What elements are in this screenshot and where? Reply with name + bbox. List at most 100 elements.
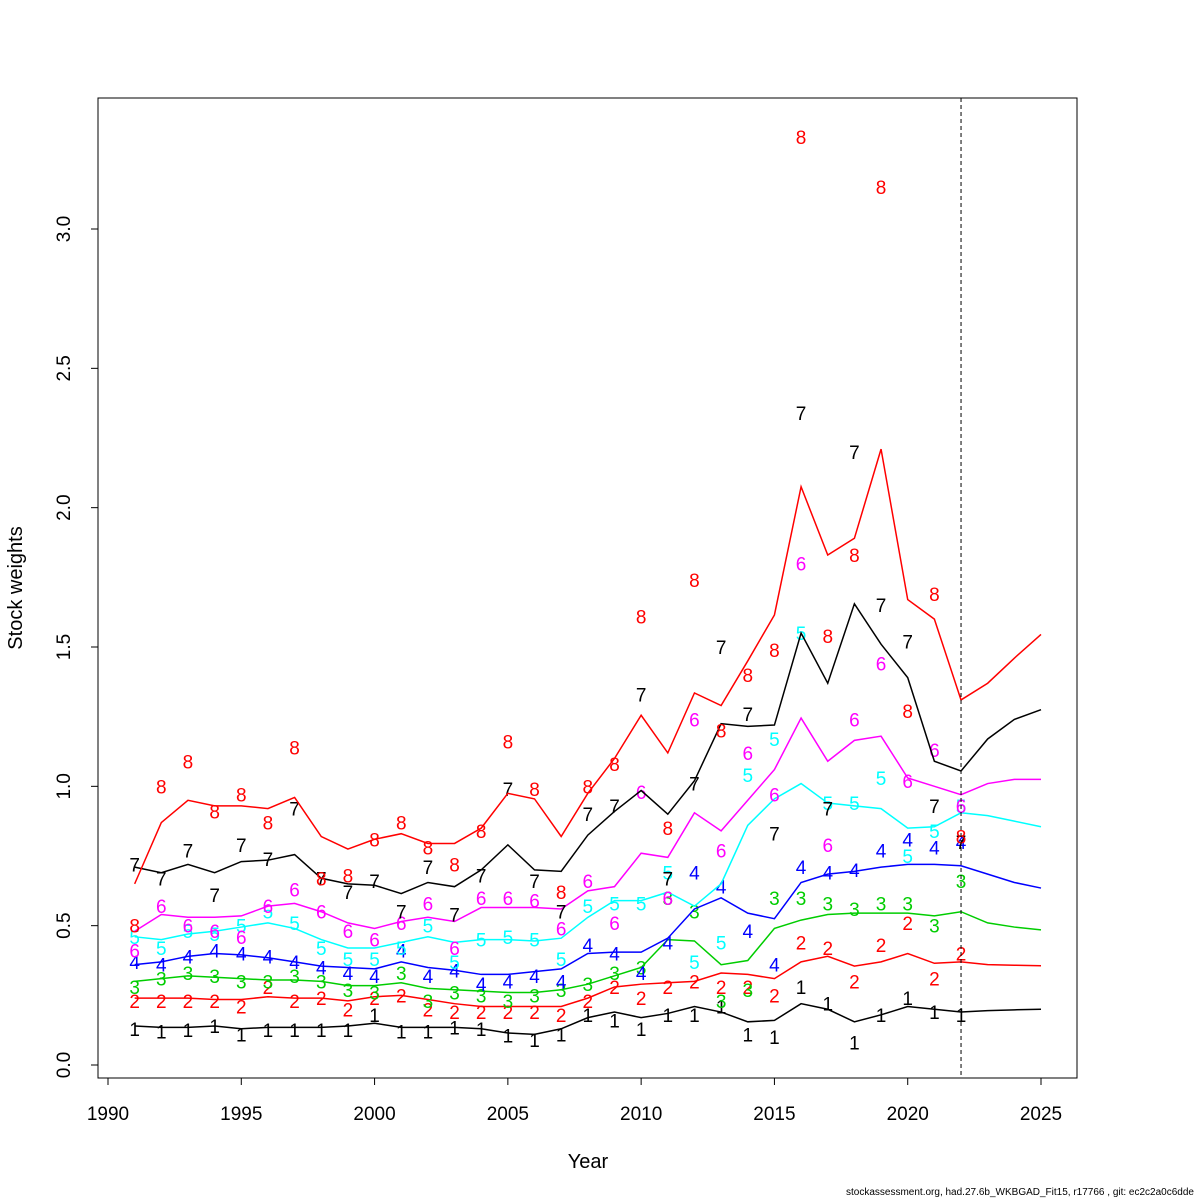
age-7-observation: 7 (663, 869, 674, 890)
age-5-observation: 5 (449, 953, 460, 974)
age-4-observation: 4 (609, 945, 620, 966)
age-7-observation: 7 (742, 705, 753, 726)
age-7-observation: 7 (556, 903, 567, 924)
age-8-observation: 8 (529, 780, 540, 801)
age-8-observation: 8 (716, 722, 727, 743)
age-6-observation: 6 (716, 841, 727, 862)
age-1-observation: 1 (449, 1018, 460, 1039)
age-2-observation: 2 (689, 972, 700, 993)
age-1-observation: 1 (663, 1006, 674, 1027)
age-6-observation: 6 (742, 744, 753, 765)
age-1-observation: 1 (183, 1021, 194, 1042)
age-1-observation: 1 (822, 995, 833, 1016)
age-8-observation: 8 (636, 607, 647, 628)
age-8-observation: 8 (156, 777, 167, 798)
age-3-observation: 3 (129, 978, 140, 999)
age-1-observation: 1 (423, 1023, 434, 1044)
age-7-observation: 7 (369, 872, 380, 893)
age-5-observation: 5 (902, 847, 913, 868)
age-5-observation: 5 (609, 894, 620, 915)
age-2-observation: 2 (289, 992, 300, 1013)
x-tick-label: 2025 (1020, 1104, 1062, 1125)
age-7-observation: 7 (503, 780, 514, 801)
age-8-observation: 8 (742, 666, 753, 687)
age-2-observation: 2 (343, 1000, 354, 1021)
footer-text: stockassessment.org, had.27.6b_WKBGAD_Fi… (846, 1187, 1194, 1198)
y-tick-label: 0.0 (54, 1052, 75, 1078)
age-4-observation: 4 (529, 967, 540, 988)
age-1-observation: 1 (129, 1020, 140, 1041)
age-5-observation: 5 (583, 897, 594, 918)
age-1-observation: 1 (556, 1025, 567, 1046)
age-8-observation: 8 (849, 546, 860, 567)
plot-frame (97, 97, 1078, 1079)
age-1-observation: 1 (796, 978, 807, 999)
age-6-observation: 6 (929, 741, 940, 762)
age-1-observation: 1 (929, 1003, 940, 1024)
age-7-observation: 7 (209, 886, 220, 907)
age-4-observation: 4 (236, 945, 247, 966)
age-8-observation: 8 (956, 827, 967, 848)
age-1-observation: 1 (156, 1023, 167, 1044)
age-2-observation: 2 (183, 992, 194, 1013)
age-2-observation: 2 (316, 989, 327, 1010)
age-2-observation: 2 (556, 1006, 567, 1027)
age-4-observation: 4 (769, 956, 780, 977)
age-5-observation: 5 (849, 794, 860, 815)
age-6-observation: 6 (689, 710, 700, 731)
age-6-observation: 6 (556, 919, 567, 940)
age-6-observation: 6 (396, 914, 407, 935)
age-8-fitted-line (133, 448, 1042, 885)
age-2-observation: 2 (503, 1003, 514, 1024)
age-2-observation: 2 (849, 972, 860, 993)
x-tick-label: 2010 (620, 1104, 662, 1125)
y-tick-label: 0.5 (54, 912, 75, 938)
age-3-observation: 3 (503, 992, 514, 1013)
age-1-observation: 1 (609, 1011, 620, 1032)
age-2-observation: 2 (236, 997, 247, 1018)
age-3-observation: 3 (796, 889, 807, 910)
age-7-observation: 7 (449, 906, 460, 927)
age-3-observation: 3 (769, 889, 780, 910)
age-3-observation: 3 (529, 986, 540, 1007)
age-4-observation: 4 (636, 964, 647, 985)
age-1-observation: 1 (636, 1020, 647, 1041)
age-6-observation: 6 (423, 894, 434, 915)
age-4-observation: 4 (129, 953, 140, 974)
age-2-observation: 2 (529, 1003, 540, 1024)
age-3-observation: 3 (716, 992, 727, 1013)
age-7-observation: 7 (343, 883, 354, 904)
age-6-observation: 6 (369, 931, 380, 952)
age-7-observation: 7 (689, 775, 700, 796)
age-1-observation: 1 (236, 1025, 247, 1046)
age-7-observation: 7 (263, 850, 274, 871)
age-3-observation: 3 (289, 967, 300, 988)
age-3-observation: 3 (316, 972, 327, 993)
age-8-observation: 8 (822, 627, 833, 648)
age-3-observation: 3 (902, 894, 913, 915)
age-3-observation: 3 (396, 964, 407, 985)
age-4-fitted-line (134, 863, 1042, 976)
age-4-observation: 4 (583, 936, 594, 957)
y-tick-label: 2.0 (54, 494, 75, 520)
age-6-observation: 6 (476, 889, 487, 910)
age-4-observation: 4 (263, 947, 274, 968)
age-1-fitted-line (134, 1002, 1042, 1036)
age-6-observation: 6 (156, 897, 167, 918)
y-tick-label: 1.0 (54, 773, 75, 799)
age-8-observation: 8 (369, 830, 380, 851)
age-5-observation: 5 (769, 730, 780, 751)
age-8-observation: 8 (876, 178, 887, 199)
age-6-observation: 6 (583, 872, 594, 893)
age-6-fitted-line (134, 716, 1041, 932)
age-7-observation: 7 (769, 825, 780, 846)
age-7-observation: 7 (316, 869, 327, 890)
age-8-observation: 8 (609, 755, 620, 776)
age-4-observation: 4 (396, 942, 407, 963)
age-2-observation: 2 (129, 992, 140, 1013)
age-5-observation: 5 (343, 950, 354, 971)
age-5-observation: 5 (503, 928, 514, 949)
age-3-observation: 3 (689, 903, 700, 924)
